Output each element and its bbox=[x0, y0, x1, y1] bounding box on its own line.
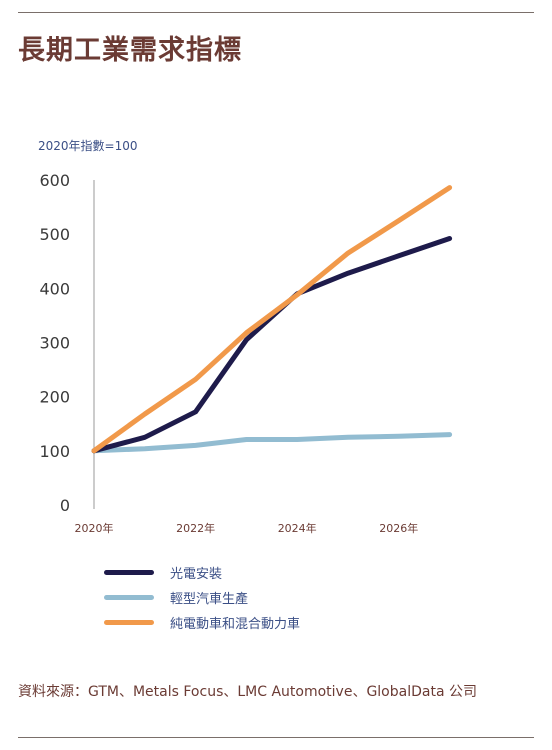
legend-swatch-solar bbox=[104, 570, 154, 575]
legend-item-ev-hybrid: 純電動車和混合動力車 bbox=[104, 610, 300, 635]
x-tick-label-2022: 2022年 bbox=[176, 521, 215, 535]
legend-swatch-ev-hybrid bbox=[104, 620, 154, 625]
y-tick-label-400: 400 bbox=[39, 279, 70, 298]
y-tick-label-100: 100 bbox=[39, 442, 70, 461]
y-tick-label-200: 200 bbox=[39, 388, 70, 407]
legend-item-light-vehicle: 輕型汽車生產 bbox=[104, 585, 300, 610]
legend-label-light-vehicle: 輕型汽車生產 bbox=[170, 592, 249, 607]
legend-item-solar: 光電安裝 bbox=[104, 560, 300, 585]
x-tick-label-2026: 2026年 bbox=[379, 521, 418, 535]
series-line-2 bbox=[91, 185, 453, 454]
chart-series-lines bbox=[91, 185, 453, 454]
chart-unit-label: 2020年指數=100 bbox=[38, 139, 138, 153]
y-tick-label-300: 300 bbox=[39, 334, 70, 353]
x-tick-label-2024: 2024年 bbox=[278, 521, 317, 535]
chart-axes: 0 100 200 300 400 500 600 2020年 2022年 2024年 2026年 bbox=[39, 171, 418, 535]
chart-legend: 光電安裝 輕型汽車生產 純電動車和混合動力車 bbox=[104, 560, 300, 635]
line-chart: 0 100 200 300 400 500 600 2020年 2022年 2024年 2026年 bbox=[39, 171, 453, 535]
page-title: 長期工業需求指標 bbox=[18, 35, 242, 66]
y-tick-label-0: 0 bbox=[60, 496, 70, 515]
y-tick-label-600: 600 bbox=[39, 171, 70, 190]
legend-label-ev-hybrid: 純電動車和混合動力車 bbox=[170, 617, 301, 632]
series-line-1 bbox=[91, 432, 453, 454]
series-line-0 bbox=[91, 236, 453, 454]
x-tick-label-2020: 2020年 bbox=[75, 521, 114, 535]
y-tick-label-500: 500 bbox=[39, 225, 70, 244]
source-note: 資料來源：GTM、Metals Focus、LMC Automotive、Glo… bbox=[18, 684, 477, 700]
top-rule bbox=[18, 12, 534, 13]
legend-swatch-light-vehicle bbox=[104, 595, 154, 600]
legend-label-solar: 光電安裝 bbox=[170, 567, 223, 582]
bottom-rule bbox=[18, 737, 534, 738]
